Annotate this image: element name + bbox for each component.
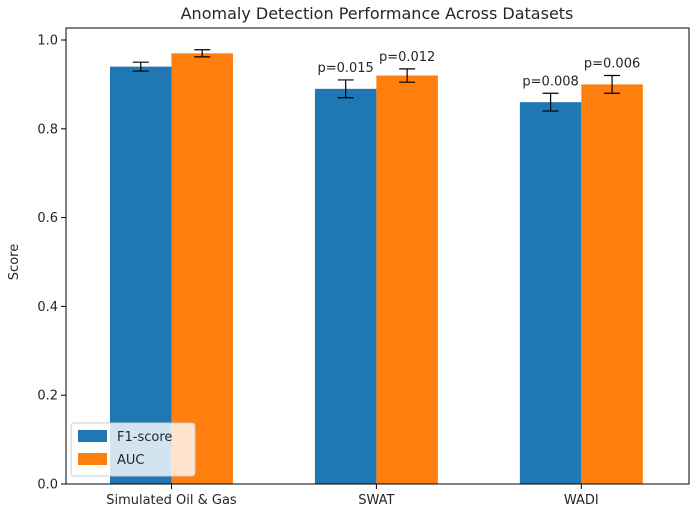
bar [376,75,438,485]
x-tick-label: Simulated Oil & Gas [106,493,237,508]
p-value-annotation: p=0.008 [522,74,578,89]
x-tick-label: WADI [564,493,599,508]
y-axis-label: Score [7,244,22,280]
y-tick-label: 1.0 [37,34,58,49]
legend: F1-score AUC [70,422,196,477]
y-tick-label: 0.0 [37,478,58,493]
legend-label: F1-score [117,430,172,445]
y-tick-label: 0.2 [37,389,58,404]
plot-marks: p=0.015 p=0.012 p=0.008 p=0.006 [109,49,643,485]
x-axis: Simulated Oil & Gas SWAT WADI [106,484,599,508]
y-tick-label: 0.8 [37,122,58,137]
x-tick-label: SWAT [358,493,394,508]
y-tick-label: 0.4 [37,300,58,315]
bar [314,88,377,484]
p-value-annotation: p=0.015 [317,61,373,76]
bar [171,53,233,484]
p-value-annotation: p=0.006 [584,57,640,72]
y-axis: 0.0 0.2 0.4 0.6 0.8 1.0 [37,34,66,493]
legend-label: AUC [117,453,145,468]
bar [581,84,643,485]
y-tick-label: 0.6 [37,211,58,226]
chart-title: Anomaly Detection Performance Across Dat… [181,4,574,23]
bar [519,102,582,484]
legend-swatch [78,453,107,465]
p-value-annotation: p=0.012 [379,50,435,65]
legend-swatch [78,430,107,442]
plot-frame [65,27,690,485]
bar [109,66,172,484]
